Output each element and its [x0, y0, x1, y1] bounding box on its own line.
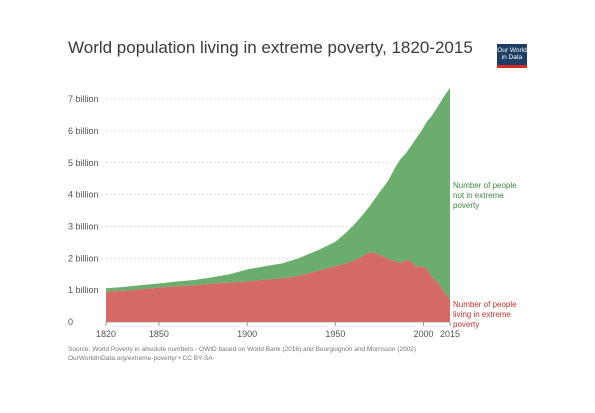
y-ticks: 0 1 billion 2 billion 3 billion 4 billion 5 b…: [68, 94, 99, 327]
y-tick-label: 5 billion: [68, 158, 99, 168]
x-tick-label: 1900: [237, 329, 257, 339]
label-not-in-extreme-poverty: Number of people not in extreme poverty: [453, 181, 517, 210]
x-tick-label: 1950: [325, 329, 345, 339]
x-ticks: 1820 1850 1900 1950 2000 2015: [96, 322, 460, 339]
series-labels: Number of people not in extreme poverty Num…: [453, 181, 517, 329]
chart-title: World population living in extreme pover…: [68, 38, 473, 57]
source-note: Source: World Poverty in absolute number…: [68, 345, 416, 363]
x-tick-label: 1850: [149, 329, 169, 339]
areas: [106, 87, 450, 322]
area-living-in-extreme-poverty: [106, 251, 450, 322]
y-tick-label: 6 billion: [68, 126, 99, 136]
logo-line-2: in Data: [501, 54, 523, 61]
y-tick-label: 2 billion: [68, 253, 99, 263]
x-tick-label: 2015: [440, 329, 460, 339]
source-line-2: OurWorldInData.org/extreme-poverty/ • CC…: [68, 355, 213, 362]
y-tick-label: 1 billion: [68, 285, 99, 295]
x-tick-label: 2000: [414, 329, 434, 339]
logo-line-1: Our World: [497, 47, 527, 54]
area-not-in-extreme-poverty: [106, 87, 450, 300]
y-tick-label: 3 billion: [68, 221, 99, 231]
label-living-in-extreme-poverty: Number of people living in extreme poverty: [453, 300, 517, 329]
y-tick-label: 7 billion: [68, 94, 99, 104]
y-tick-label: 0: [68, 317, 73, 327]
x-tick-label: 1820: [96, 329, 116, 339]
owid-logo[interactable]: Our World in Data: [497, 44, 527, 68]
source-line-1: Source: World Poverty in absolute number…: [68, 346, 417, 353]
y-tick-label: 4 billion: [68, 190, 99, 200]
